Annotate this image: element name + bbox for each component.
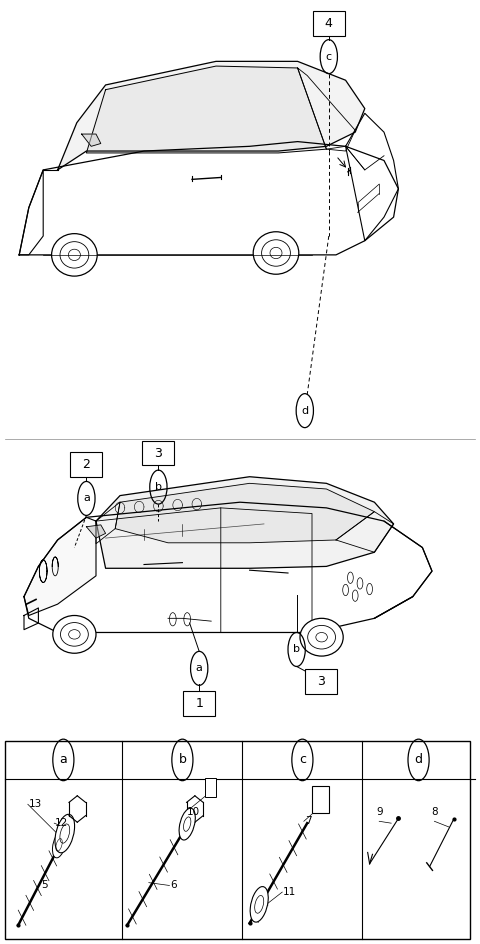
Polygon shape — [86, 525, 106, 538]
Polygon shape — [96, 477, 394, 568]
Ellipse shape — [52, 832, 66, 858]
Text: 1: 1 — [195, 697, 203, 710]
Text: 3: 3 — [317, 675, 324, 688]
FancyBboxPatch shape — [70, 452, 103, 477]
Polygon shape — [86, 66, 326, 153]
Ellipse shape — [300, 618, 343, 656]
FancyBboxPatch shape — [205, 778, 216, 797]
FancyBboxPatch shape — [305, 669, 337, 694]
FancyBboxPatch shape — [312, 786, 329, 813]
Text: b: b — [155, 482, 162, 492]
Text: b: b — [293, 645, 300, 654]
Text: 4: 4 — [325, 17, 333, 30]
Text: 7: 7 — [305, 817, 312, 826]
Text: 9: 9 — [376, 806, 383, 817]
Text: 13: 13 — [29, 800, 42, 809]
Text: a: a — [83, 494, 90, 503]
Ellipse shape — [55, 815, 74, 852]
Text: c: c — [326, 52, 332, 61]
FancyBboxPatch shape — [313, 10, 345, 36]
Text: 5: 5 — [41, 881, 48, 890]
Ellipse shape — [250, 886, 268, 922]
FancyBboxPatch shape — [5, 741, 470, 939]
Ellipse shape — [53, 615, 96, 653]
Polygon shape — [58, 61, 365, 170]
Text: 3: 3 — [155, 447, 162, 460]
Text: 12: 12 — [55, 818, 69, 828]
Text: d: d — [301, 406, 308, 415]
Polygon shape — [24, 517, 96, 615]
Text: 8: 8 — [431, 806, 438, 817]
Ellipse shape — [179, 808, 195, 840]
Text: 11: 11 — [283, 887, 297, 897]
FancyBboxPatch shape — [183, 691, 215, 716]
Polygon shape — [115, 483, 374, 543]
Text: b: b — [179, 753, 186, 767]
Ellipse shape — [52, 233, 97, 276]
Text: 6: 6 — [170, 881, 177, 890]
Text: c: c — [299, 753, 306, 767]
Text: 2: 2 — [83, 458, 90, 471]
Text: d: d — [415, 753, 422, 767]
Text: a: a — [196, 664, 203, 673]
Polygon shape — [82, 134, 101, 146]
FancyBboxPatch shape — [142, 441, 175, 465]
Text: a: a — [60, 753, 67, 767]
Text: 10: 10 — [187, 807, 200, 817]
Ellipse shape — [253, 231, 299, 274]
